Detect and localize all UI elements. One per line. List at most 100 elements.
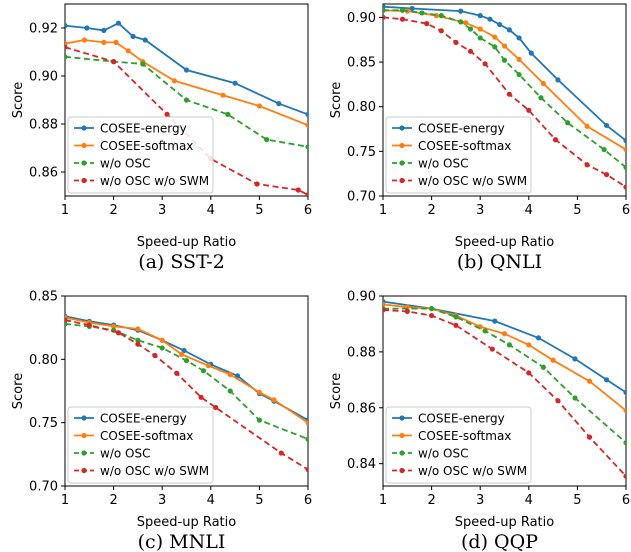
x-tick-label: 2 [427, 203, 435, 218]
y-tick-label: 0.80 [347, 100, 376, 115]
data-point-w-o-osc [477, 35, 483, 41]
data-point-cosee-energy [409, 5, 415, 12]
x-tick-label: 1 [61, 203, 69, 218]
data-point-w-o-osc-w-o-swm [555, 398, 561, 404]
data-point-w-o-osc-w-o-swm [278, 450, 284, 456]
data-point-cosee-energy [623, 389, 626, 395]
data-point-w-o-osc-w-o-swm [623, 473, 626, 479]
legend-label-cosee-energy: COSEE-energy [100, 412, 187, 426]
series-line-w-o-osc [383, 307, 626, 444]
legend-marker-cosee-energy [81, 125, 87, 131]
data-point-cosee-energy [477, 13, 483, 19]
subplot-c: 1 2 3 4 5 6 0.70 0.75 0.80 0.85 Speed-up Ratio Scor… [11, 290, 312, 552]
data-point-w-o-osc-w-o-swm [399, 16, 406, 22]
data-point-w-o-osc [140, 61, 146, 67]
y-tick-label: 0.75 [347, 145, 376, 160]
data-point-cosee-softmax [383, 301, 386, 307]
data-point-w-o-osc-w-o-swm [86, 322, 92, 328]
x-axis-label: Speed-up Ratio [137, 235, 236, 250]
data-point-w-o-osc [516, 71, 522, 78]
series-line-cosee-softmax [383, 303, 626, 412]
data-point-cosee-softmax [220, 92, 226, 98]
data-point-w-o-osc-w-o-swm [115, 330, 122, 336]
data-point-cosee-softmax [550, 357, 556, 363]
data-point-w-o-osc [501, 57, 508, 63]
data-point-w-o-osc [492, 44, 498, 50]
data-point-w-o-osc-w-o-swm [65, 44, 68, 50]
data-point-w-o-osc-w-o-swm [383, 14, 386, 20]
x-tick-label: 5 [255, 493, 263, 508]
y-tick-label: 0.90 [29, 70, 58, 85]
data-point-w-o-osc-w-o-swm [453, 39, 459, 46]
y-tick-label: 0.70 [29, 480, 58, 495]
y-tick-label: 0.90 [347, 11, 376, 26]
data-point-w-o-osc-w-o-swm [552, 137, 559, 143]
x-axis-label: Speed-up Ratio [455, 515, 554, 530]
subplot-caption: (b) QNLI [457, 251, 542, 273]
subplot-caption: (a) SST-2 [138, 251, 225, 273]
data-point-w-o-osc [264, 137, 270, 143]
legend-label-cosee-energy: COSEE-energy [100, 122, 187, 136]
data-point-w-o-osc-w-o-swm [164, 111, 170, 117]
data-point-w-o-osc [458, 19, 464, 25]
legend-marker-cosee-softmax [399, 432, 405, 439]
data-point-w-o-osc [572, 395, 578, 401]
data-point-w-o-osc [601, 146, 607, 153]
data-point-w-o-osc [506, 342, 512, 348]
data-point-w-o-osc-w-o-swm [65, 317, 68, 323]
x-tick-label: 3 [158, 203, 166, 218]
x-tick-label: 4 [207, 203, 215, 218]
data-point-w-o-osc-w-o-swm [305, 466, 308, 473]
data-point-w-o-osc-w-o-swm [526, 370, 532, 376]
data-point-cosee-softmax [256, 389, 262, 395]
legend-label-w-o-osc: w/o OSC [418, 447, 468, 461]
data-point-w-o-osc [482, 328, 488, 334]
y-axis-label: Score [329, 82, 344, 118]
data-point-w-o-osc [383, 7, 386, 13]
data-point-w-o-osc [135, 337, 141, 343]
data-point-cosee-energy [115, 20, 122, 26]
x-axis-label: Speed-up Ratio [455, 235, 554, 250]
data-point-w-o-osc [453, 314, 459, 320]
x-tick-label: 3 [476, 493, 484, 508]
data-point-w-o-osc [305, 144, 308, 150]
data-point-cosee-energy [603, 122, 610, 129]
data-point-w-o-osc-w-o-swm [586, 434, 593, 440]
data-point-cosee-energy [506, 27, 512, 33]
plot-area [65, 313, 308, 473]
data-point-cosee-softmax [271, 397, 277, 403]
data-point-cosee-energy [497, 21, 503, 28]
legend-marker-cosee-softmax [81, 142, 87, 149]
data-point-w-o-osc-w-o-swm [152, 352, 158, 359]
plot-area [383, 4, 626, 190]
x-tick-label: 4 [525, 493, 533, 508]
data-point-cosee-energy [232, 80, 238, 86]
data-point-w-o-osc-w-o-swm [174, 370, 180, 376]
data-point-cosee-softmax [492, 34, 498, 40]
data-point-cosee-softmax [179, 351, 185, 357]
legend-label-cosee-softmax: COSEE-softmax [100, 429, 193, 443]
legend-label-w-o-osc: w/o OSC [418, 157, 468, 171]
y-axis-label: Score [329, 373, 344, 409]
y-tick-label: 0.85 [29, 290, 58, 305]
data-point-cosee-softmax [477, 26, 483, 32]
x-tick-label: 5 [573, 203, 581, 218]
legend-label-w-o-osc-w-o-swm: w/o OSC w/o SWM [418, 174, 527, 188]
data-point-cosee-softmax [526, 342, 532, 348]
data-point-w-o-osc [399, 7, 406, 13]
y-tick-label: 0.86 [347, 401, 376, 416]
plot-area [65, 20, 308, 196]
subplot-caption: (d) QQP [461, 531, 538, 552]
x-tick-label: 2 [109, 493, 117, 508]
data-point-w-o-osc-w-o-swm [111, 59, 117, 65]
series-line-cosee-softmax [65, 39, 308, 127]
data-point-w-o-osc-w-o-swm [489, 346, 495, 352]
data-point-cosee-energy [181, 347, 187, 354]
legend-marker-cosee-energy [399, 415, 405, 421]
data-point-w-o-osc-w-o-swm [584, 162, 590, 168]
x-tick-label: 4 [525, 203, 533, 218]
data-point-cosee-softmax [81, 37, 88, 43]
x-tick-label: 3 [476, 203, 484, 218]
x-tick-label: 5 [255, 203, 263, 218]
data-point-w-o-osc [225, 111, 231, 117]
